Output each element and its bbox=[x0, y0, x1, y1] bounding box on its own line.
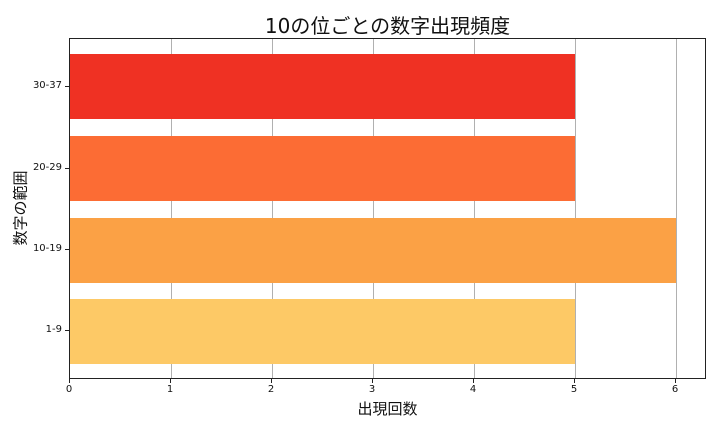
ytick-mark bbox=[65, 249, 69, 250]
gridline-x-2 bbox=[272, 39, 273, 378]
bar-30-37 bbox=[70, 54, 575, 119]
xtick-mark bbox=[473, 379, 474, 383]
ytick-label-20-29: 20-29 bbox=[32, 162, 62, 173]
gridline-x-5 bbox=[575, 39, 576, 378]
xtick-label-0: 0 bbox=[65, 384, 73, 395]
ytick-label-30-37: 30-37 bbox=[32, 80, 62, 91]
xtick-label-2: 2 bbox=[267, 384, 275, 395]
ytick-mark bbox=[65, 86, 69, 87]
xtick-mark bbox=[170, 379, 171, 383]
ytick-mark bbox=[65, 168, 69, 169]
bar-1-9 bbox=[70, 299, 575, 364]
chart-title: 10の位ごとの数字出現頻度 bbox=[264, 14, 511, 38]
ytick-label-10-19: 10-19 bbox=[32, 243, 62, 254]
ytick-mark bbox=[65, 330, 69, 331]
y-axis-label: 数字の範囲 bbox=[11, 170, 30, 246]
gridline-x-3 bbox=[373, 39, 374, 378]
gridline-x-6 bbox=[676, 39, 677, 378]
gridline-x-4 bbox=[474, 39, 475, 378]
ytick-label-1-9: 1-9 bbox=[45, 324, 62, 335]
bar-20-29 bbox=[70, 136, 575, 201]
xtick-mark bbox=[69, 379, 70, 383]
bar-10-19 bbox=[70, 218, 676, 283]
plot-area bbox=[69, 38, 706, 379]
xtick-mark bbox=[372, 379, 373, 383]
xtick-mark bbox=[675, 379, 676, 383]
gridline-x-1 bbox=[171, 39, 172, 378]
xtick-label-6: 6 bbox=[671, 384, 679, 395]
xtick-label-5: 5 bbox=[570, 384, 578, 395]
xtick-label-4: 4 bbox=[469, 384, 477, 395]
xtick-label-3: 3 bbox=[368, 384, 376, 395]
xtick-mark bbox=[271, 379, 272, 383]
xtick-mark bbox=[574, 379, 575, 383]
x-axis-label: 出現回数 bbox=[357, 400, 418, 418]
xtick-label-1: 1 bbox=[166, 384, 174, 395]
